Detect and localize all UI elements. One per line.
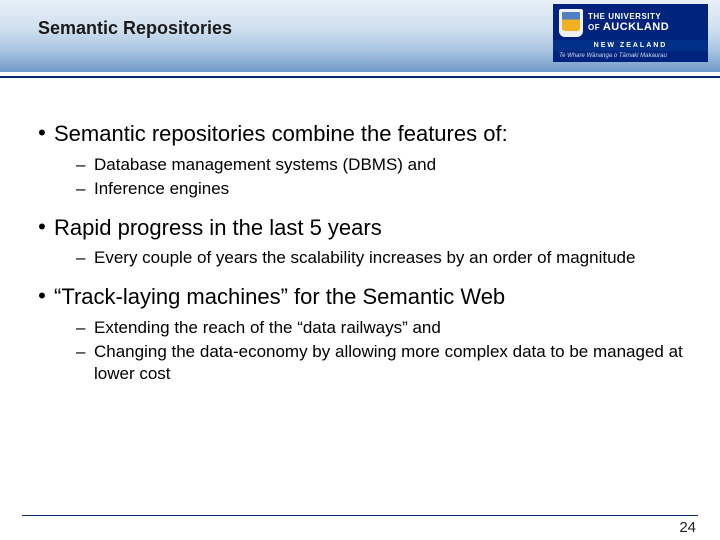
bullet-text: Rapid progress in the last 5 years: [54, 214, 690, 242]
sub-bullet-item: – Extending the reach of the “data railw…: [76, 317, 690, 339]
sub-bullet-text: Inference engines: [94, 178, 690, 200]
footer-divider: [22, 515, 698, 516]
bullet-item: • Semantic repositories combine the feat…: [30, 120, 690, 148]
logo-line1: THE UNIVERSITY: [588, 13, 669, 22]
logo-top-row: THE UNIVERSITY OF AUCKLAND: [553, 4, 708, 40]
logo-line2: OF AUCKLAND: [588, 21, 669, 33]
sub-bullet-text: Every couple of years the scalability in…: [94, 247, 690, 269]
slide-title: Semantic Repositories: [38, 18, 232, 39]
bullet-item: • Rapid progress in the last 5 years: [30, 214, 690, 242]
university-logo: THE UNIVERSITY OF AUCKLAND NEW ZEALAND T…: [553, 4, 708, 62]
crest-icon: [559, 9, 583, 37]
bullet-text: Semantic repositories combine the featur…: [54, 120, 690, 148]
sub-bullet-text: Changing the data-economy by allowing mo…: [94, 341, 690, 385]
dash-icon: –: [76, 247, 94, 269]
dash-icon: –: [76, 341, 94, 385]
sub-bullet-item: – Every couple of years the scalability …: [76, 247, 690, 269]
slide-content: • Semantic repositories combine the feat…: [30, 120, 690, 387]
bullet-dot-icon: •: [30, 283, 54, 311]
bullet-dot-icon: •: [30, 120, 54, 148]
dash-icon: –: [76, 154, 94, 176]
sub-bullet-item: – Database management systems (DBMS) and: [76, 154, 690, 176]
dash-icon: –: [76, 317, 94, 339]
sub-bullet-text: Database management systems (DBMS) and: [94, 154, 690, 176]
page-number: 24: [679, 519, 696, 536]
slide-header: Semantic Repositories THE UNIVERSITY OF …: [0, 0, 720, 72]
logo-maori-subtitle: Te Whare Wānanga o Tāmaki Makaurau: [553, 51, 708, 62]
sub-bullet-item: – Inference engines: [76, 178, 690, 200]
bullet-dot-icon: •: [30, 214, 54, 242]
bullet-item: • “Track-laying machines” for the Semant…: [30, 283, 690, 311]
sub-bullet-text: Extending the reach of the “data railway…: [94, 317, 690, 339]
header-divider: [0, 72, 720, 78]
sub-bullet-item: – Changing the data-economy by allowing …: [76, 341, 690, 385]
bullet-text: “Track-laying machines” for the Semantic…: [54, 283, 690, 311]
dash-icon: –: [76, 178, 94, 200]
logo-nz-banner: NEW ZEALAND: [553, 40, 708, 51]
logo-text: THE UNIVERSITY OF AUCKLAND: [588, 13, 669, 34]
